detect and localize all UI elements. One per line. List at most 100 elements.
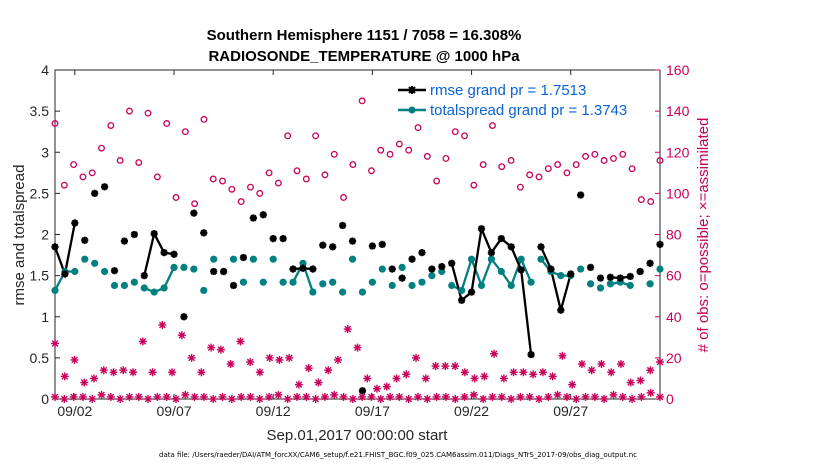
x-tick-label: 09/12 — [256, 403, 291, 419]
y-tick-label: 0.5 — [30, 350, 50, 366]
rmse-line — [143, 230, 175, 276]
assimilated-obs-point — [597, 360, 606, 369]
assimilated-obs-point — [497, 392, 506, 401]
y-tick-label: 4 — [41, 62, 49, 78]
possible-obs-point — [153, 173, 161, 181]
possible-obs-point — [498, 163, 506, 171]
assimilated-obs-point — [51, 339, 59, 348]
totalspread-point — [81, 255, 89, 263]
rmse-point — [656, 240, 664, 248]
rmse-point — [567, 270, 575, 278]
possible-obs-point — [544, 165, 552, 173]
totalspread-point — [130, 278, 138, 286]
possible-obs-point — [293, 167, 301, 175]
rmse-point — [646, 259, 654, 267]
x-axis: 09/02 09/07 09/12 09/17 09/22 09/27 — [57, 70, 588, 419]
x-tick-label: 09/27 — [553, 403, 588, 419]
rmse-point — [210, 267, 218, 276]
possible-obs-point — [535, 173, 543, 181]
assimilated-obs-point — [558, 351, 567, 360]
possible-obs-point — [442, 154, 450, 162]
totalspread-point — [91, 259, 99, 267]
assimilated-obs-point — [488, 392, 497, 401]
possible-obs-point — [461, 132, 468, 140]
footer-data-file: data file: /Users/raeder/DAI/ATM_forcXX/… — [159, 451, 637, 459]
assimilated-obs-point — [367, 392, 376, 401]
assimilated-obs-point — [460, 392, 469, 401]
assimilated-obs-point — [609, 390, 618, 399]
assimilated-obs-point — [386, 392, 395, 401]
possible-obs-point — [414, 124, 422, 132]
totalspread-point — [329, 278, 337, 286]
y-right-tick-label: 20 — [666, 350, 682, 366]
rmse-point — [527, 350, 535, 359]
assimilated-obs-point — [80, 378, 89, 387]
totalspread-point — [269, 255, 277, 263]
y-axis-label: rmse and totalspread — [11, 165, 28, 306]
assimilated-obs-point — [88, 395, 97, 403]
possible-obs-point — [237, 198, 245, 206]
rmse-point — [428, 265, 436, 273]
assimilated-obs-point — [283, 395, 292, 403]
assimilated-obs-point — [209, 395, 218, 403]
possible-obs-point — [358, 97, 366, 105]
assimilated-obs-point — [646, 366, 655, 375]
rmse-point — [577, 191, 585, 199]
possible-obs-point — [98, 144, 105, 152]
rmse-point — [497, 235, 505, 243]
totalspread-point — [190, 265, 198, 273]
rmse-point — [190, 209, 198, 217]
assimilated-obs-point — [138, 337, 147, 346]
possible-obs-point — [600, 157, 608, 164]
assimilated-obs-point — [144, 395, 153, 403]
possible-obs-point — [526, 171, 534, 179]
assimilated-obs-point — [628, 395, 637, 403]
rmse-point — [71, 219, 79, 227]
assimilated-obs-point — [275, 355, 284, 364]
x-axis-label: Sep.01,2017 00:00:00 start — [267, 427, 449, 444]
assimilated-obs-point — [60, 372, 69, 381]
rmse-point — [586, 263, 595, 271]
rmse-point — [259, 211, 267, 219]
totalspread-point — [596, 284, 605, 292]
rmse-point — [438, 262, 446, 271]
y-tick-label: 2.5 — [30, 185, 50, 201]
possible-obs-point — [330, 150, 338, 158]
assimilated-obs-point — [529, 370, 538, 379]
assimilated-obs-point — [293, 392, 301, 401]
assimilated-obs-point — [363, 374, 372, 383]
y-tick-label: 2 — [41, 227, 49, 243]
assimilated-obs-point — [70, 355, 79, 364]
rmse-point — [448, 259, 456, 267]
possible-obs-point — [386, 150, 394, 158]
possible-obs-point — [79, 173, 87, 181]
rmse-point — [487, 248, 495, 257]
assimilated-obs-point — [616, 360, 625, 369]
rmse-point — [517, 266, 525, 274]
possible-obs-point — [610, 154, 617, 162]
assimilated-obs-point — [207, 343, 216, 352]
assimilated-obs-point — [246, 392, 255, 401]
assimilated-obs-point — [60, 395, 69, 403]
assimilated-obs-point — [97, 390, 106, 399]
assimilated-obs-point — [162, 392, 171, 401]
totalspread-point — [428, 272, 436, 280]
possible-obs-point — [284, 132, 292, 140]
totalspread-point — [537, 255, 545, 263]
totalspread-point — [120, 281, 129, 290]
totalspread-point — [309, 288, 317, 296]
possible-obs-point — [219, 177, 226, 185]
assimilated-obs-point — [125, 392, 134, 401]
possible-obs-point — [181, 128, 189, 136]
possible-obs-series — [51, 97, 664, 208]
rmse-point — [418, 248, 426, 257]
rmse-point — [477, 225, 486, 233]
assimilated-obs-point — [451, 395, 460, 403]
totalspread-point — [339, 288, 347, 296]
possible-obs-point — [256, 189, 264, 197]
assimilated-obs-point — [412, 353, 421, 362]
assimilated-obs-point — [581, 392, 590, 401]
possible-obs-point — [70, 161, 78, 169]
totalspread-point — [200, 286, 208, 295]
